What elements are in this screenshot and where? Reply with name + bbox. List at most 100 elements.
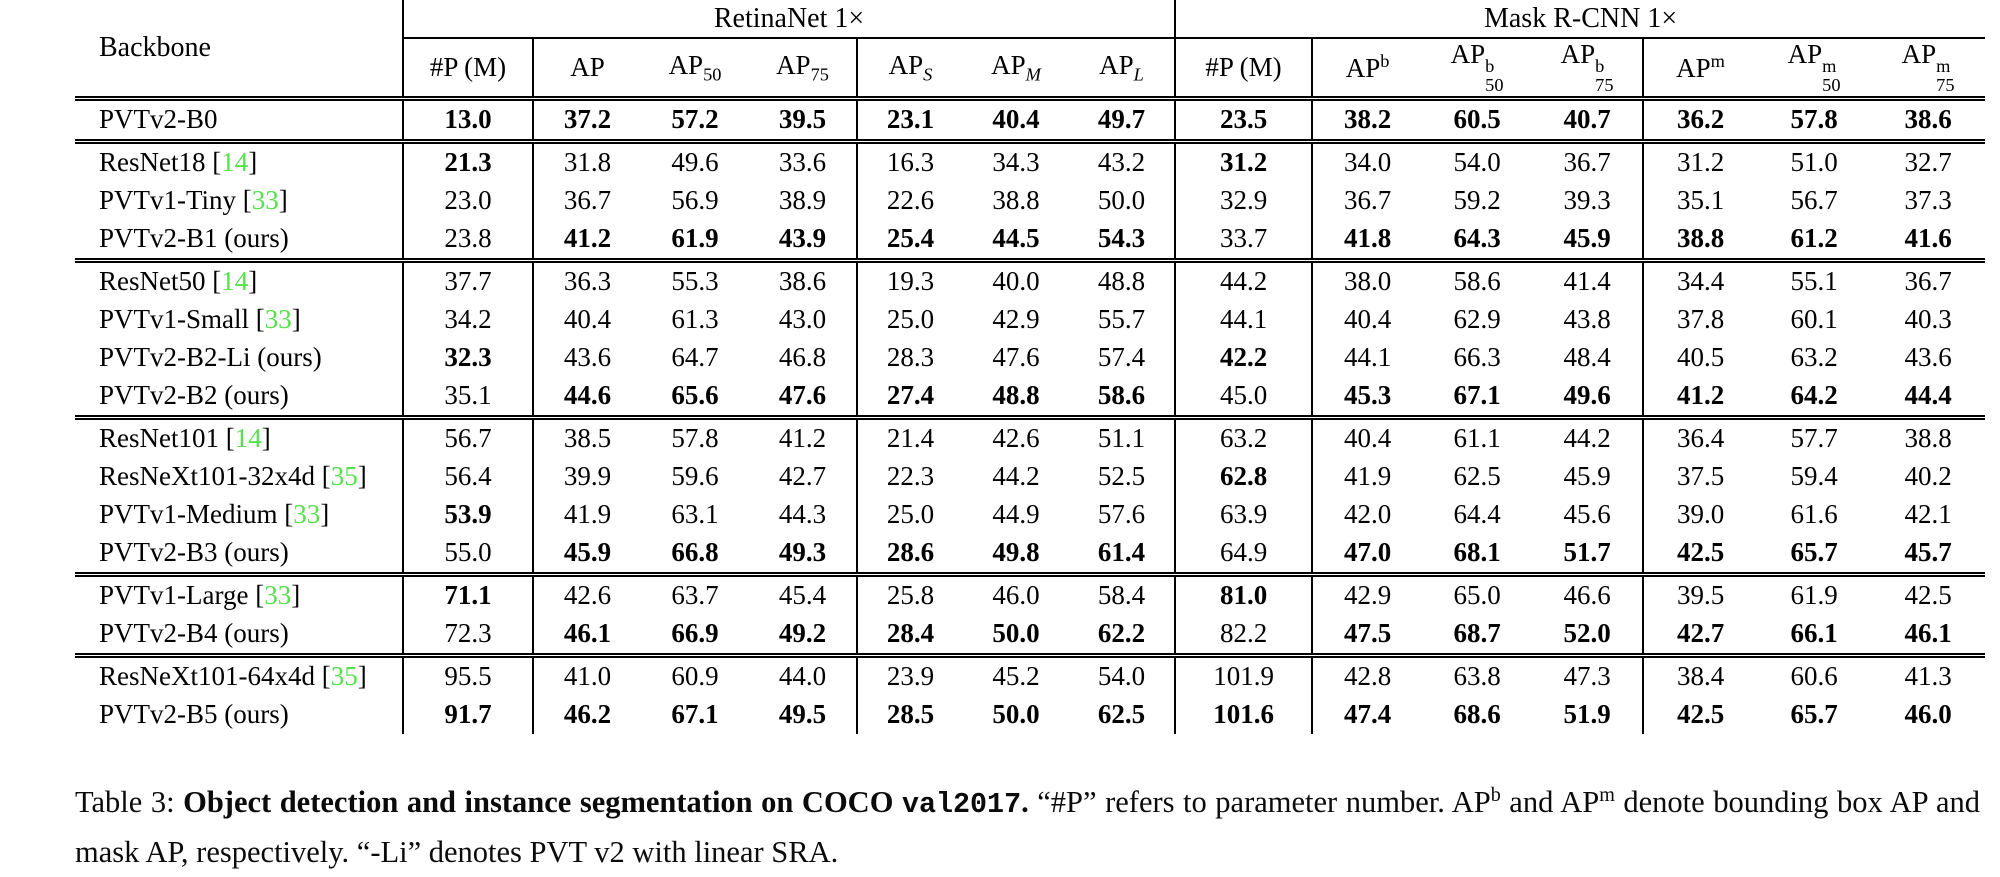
citation-link[interactable]: 33 bbox=[264, 580, 292, 611]
value-cell: 38.5 bbox=[533, 414, 641, 458]
value-cell: 61.9 bbox=[1757, 571, 1872, 615]
value-cell: 23.5 bbox=[1175, 98, 1314, 142]
value-cell: 41.2 bbox=[1676, 380, 1725, 411]
value-cell: 57.2 bbox=[671, 104, 719, 135]
value-cell: 42.5 bbox=[1676, 699, 1725, 730]
value-cell: 35.1 bbox=[403, 376, 534, 418]
col-header-apm50: AP m 50 bbox=[1757, 38, 1872, 101]
value-cell: 45.2 bbox=[963, 652, 1069, 696]
value-cell: 42.9 bbox=[992, 304, 1040, 335]
value-cell: 49.2 bbox=[749, 614, 858, 656]
backbone-column-header: Backbone bbox=[75, 0, 404, 101]
value-cell: 39.5 bbox=[749, 98, 858, 142]
value-cell: 19.3 bbox=[857, 257, 963, 301]
value-cell: 23.9 bbox=[857, 652, 963, 696]
value-cell: 47.0 bbox=[1343, 537, 1392, 568]
citation-link[interactable]: 14 bbox=[234, 423, 262, 454]
value-cell: 40.2 bbox=[1904, 461, 1952, 492]
backbone-cell: PVTv2-B3 (ours) bbox=[75, 533, 404, 575]
value-cell: 47.6 bbox=[992, 342, 1040, 373]
value-cell: 58.4 bbox=[1069, 571, 1177, 615]
value-cell: 49.5 bbox=[749, 695, 858, 734]
value-cell: 43.8 bbox=[1532, 300, 1645, 339]
col-header-ap50: AP50 bbox=[641, 38, 749, 101]
value-cell: 68.7 bbox=[1453, 618, 1501, 649]
value-cell: 40.4 bbox=[563, 304, 612, 335]
col-header-apb: APb bbox=[1312, 38, 1423, 101]
value-cell: 45.9 bbox=[1532, 457, 1645, 496]
table-body: PVTv2-B0 13.0 37.2 57.2 39.5 23.1 40.4 49.7 23.5… bbox=[75, 98, 1986, 734]
value-cell: 67.1 bbox=[1453, 380, 1501, 411]
value-cell: 45.3 bbox=[1343, 380, 1392, 411]
col-header-apm-mask: APm bbox=[1643, 38, 1758, 101]
value-cell: 59.2 bbox=[1453, 185, 1501, 216]
citation-link[interactable]: 14 bbox=[221, 266, 249, 297]
backbone-cell: PVTv1-Medium [33] bbox=[75, 495, 404, 534]
value-cell: 42.6 bbox=[533, 571, 641, 615]
value-cell: 91.7 bbox=[403, 695, 534, 734]
table-row: PVTv2-B0 13.0 37.2 57.2 39.5 23.1 40.4 49.7 23.5… bbox=[75, 98, 1985, 142]
value-cell: 38.4 bbox=[1643, 652, 1758, 696]
value-cell: 37.7 bbox=[403, 257, 534, 301]
value-cell: 64.9 bbox=[1175, 533, 1314, 575]
value-cell: 45.4 bbox=[749, 571, 858, 615]
value-cell: 36.7 bbox=[563, 185, 612, 216]
value-cell: 61.1 bbox=[1422, 414, 1533, 458]
value-cell: 44.6 bbox=[563, 380, 612, 411]
value-cell: 23.0 bbox=[403, 181, 534, 220]
value-cell: 42.5 bbox=[1676, 537, 1725, 568]
value-cell: 55.1 bbox=[1757, 257, 1872, 301]
value-cell: 28.3 bbox=[886, 342, 935, 373]
value-cell: 49.3 bbox=[749, 533, 858, 575]
value-cell: 65.0 bbox=[1422, 571, 1533, 615]
table-row: PVTv2-B2-Li (ours) 32.3 43.6 64.7 46.8 28.3 47… bbox=[75, 338, 1985, 377]
citation-link[interactable]: 35 bbox=[330, 461, 358, 492]
value-cell: 39.5 bbox=[1643, 571, 1758, 615]
value-cell: 57.8 bbox=[1790, 104, 1838, 135]
value-cell: 31.2 bbox=[1643, 138, 1758, 182]
value-cell: 46.1 bbox=[563, 618, 612, 649]
value-cell: 44.9 bbox=[992, 499, 1040, 530]
value-cell: 41.3 bbox=[1871, 652, 1986, 696]
value-cell: 41.2 bbox=[749, 414, 858, 458]
caption-body-text: “#P” refers to parameter number. AP bbox=[1028, 784, 1491, 819]
citation-link[interactable]: 14 bbox=[221, 147, 249, 178]
backbone-cell: PVTv2-B2-Li (ours) bbox=[75, 338, 404, 377]
citation-link[interactable]: 35 bbox=[330, 661, 358, 692]
citation-link[interactable]: 33 bbox=[251, 185, 279, 216]
value-cell: 63.9 bbox=[1175, 495, 1314, 534]
value-cell: 72.3 bbox=[403, 614, 534, 656]
backbone-cell: ResNeXt101-64x4d [35] bbox=[75, 652, 404, 696]
value-cell: 68.1 bbox=[1453, 537, 1501, 568]
table-row: PVTv2-B2 (ours) 35.1 44.6 65.6 47.6 27.4 48.8 5… bbox=[75, 376, 1985, 418]
value-cell: 60.1 bbox=[1790, 304, 1838, 335]
value-cell: 39.0 bbox=[1676, 499, 1725, 530]
value-cell: 55.3 bbox=[641, 257, 749, 301]
value-cell: 36.7 bbox=[1871, 257, 1986, 301]
value-cell: 47.3 bbox=[1532, 652, 1645, 696]
value-cell: 52.0 bbox=[1532, 614, 1645, 656]
value-cell: 27.4 bbox=[886, 380, 935, 411]
value-cell: 54.0 bbox=[1422, 138, 1533, 182]
col-header-ap75: AP75 bbox=[749, 38, 858, 101]
value-cell: 65.7 bbox=[1790, 537, 1838, 568]
backbone-cell: PVTv2-B0 bbox=[75, 98, 404, 142]
value-cell: 59.4 bbox=[1790, 461, 1838, 492]
backbone-cell: PVTv2-B2 (ours) bbox=[75, 376, 404, 418]
value-cell: 21.3 bbox=[403, 138, 534, 182]
col-header-apl: APL bbox=[1069, 38, 1177, 101]
backbone-cell: PVTv1-Tiny [33] bbox=[75, 181, 404, 220]
value-cell: 66.8 bbox=[671, 537, 719, 568]
value-cell: 28.4 bbox=[886, 618, 935, 649]
value-cell: 13.0 bbox=[403, 98, 534, 142]
value-cell: 42.5 bbox=[1871, 571, 1986, 615]
value-cell: 32.3 bbox=[403, 338, 534, 377]
value-cell: 54.3 bbox=[1069, 219, 1177, 261]
value-cell: 36.7 bbox=[1532, 138, 1645, 182]
citation-link[interactable]: 33 bbox=[293, 499, 321, 530]
citation-link[interactable]: 33 bbox=[264, 304, 292, 335]
value-cell: 68.6 bbox=[1453, 699, 1501, 730]
value-cell: 25.0 bbox=[886, 304, 935, 335]
value-cell: 49.6 bbox=[1532, 376, 1645, 418]
value-cell: 34.3 bbox=[963, 138, 1069, 182]
